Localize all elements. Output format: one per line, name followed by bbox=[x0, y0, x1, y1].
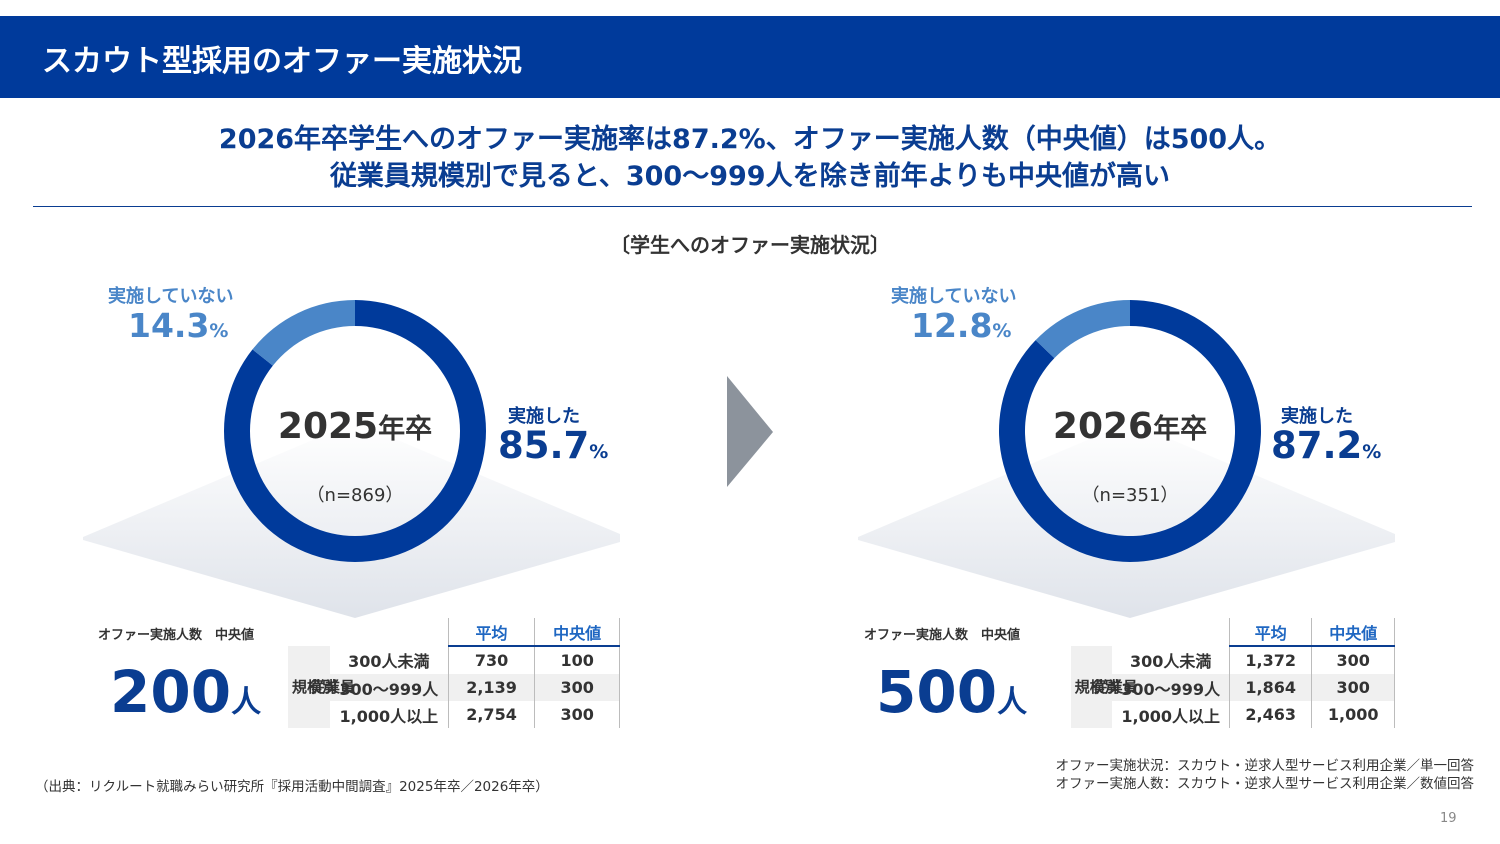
row-average: 2,754 bbox=[447, 701, 535, 728]
row-median: 300 bbox=[1311, 674, 1395, 701]
arrow-right-icon bbox=[727, 376, 773, 487]
median-label: オファー実施人数 中央値 bbox=[864, 628, 1021, 643]
headline-line-1: 2026年卒学生へのオファー実施率は87.2%、オファー実施人数（中央値）は50… bbox=[218, 124, 1282, 155]
median-label: オファー実施人数 中央値 bbox=[98, 628, 255, 643]
median-value: 200人 bbox=[110, 658, 262, 726]
row-label: 1,000人以上 bbox=[339, 706, 439, 726]
not-implemented-value: 12.8% bbox=[911, 306, 1012, 345]
row-median: 300 bbox=[534, 701, 620, 728]
footnotes: オファー実施状況：スカウト・逆求人型サービス利用企業／単一回答 オファー実施人数… bbox=[1056, 757, 1475, 793]
group-label: 規模別 従業員 bbox=[1071, 646, 1138, 728]
donut-chart bbox=[999, 300, 1261, 562]
footnote-line: オファー実施状況：スカウト・逆求人型サービス利用企業／単一回答 bbox=[1055, 758, 1475, 774]
header-median: 中央値 bbox=[534, 618, 620, 647]
sample-size: （n=351） bbox=[1081, 485, 1179, 506]
header-average: 平均 bbox=[447, 618, 535, 647]
panel-2025: 実施していない 14.3% 実施した 85.7% 2025年卒 （n=869） … bbox=[0, 262, 620, 752]
headline-line-2: 従業員規模別で見ると、300〜999人を除き前年よりも中央値が高い bbox=[329, 161, 1171, 192]
stats-table: 平均 中央値 規模別 従業員 300人未満 1,372 300 300〜999人… bbox=[1071, 618, 1395, 728]
panel-2026: 実施していない 12.8% 実施した 87.2% 2026年卒 （n=351） … bbox=[775, 262, 1395, 752]
row-median: 300 bbox=[534, 674, 620, 701]
page-title: スカウト型採用のオファー実施状況 bbox=[42, 44, 522, 79]
not-implemented-label: 実施していない bbox=[108, 286, 234, 307]
row-label: 1,000人以上 bbox=[1121, 706, 1220, 726]
implemented-value: 85.7% bbox=[498, 424, 609, 467]
center-year-label: 2026年卒 bbox=[1052, 406, 1208, 447]
row-label: 300〜999人 bbox=[329, 674, 449, 701]
implemented-label: 実施した bbox=[1281, 406, 1353, 427]
header-median: 中央値 bbox=[1311, 618, 1395, 647]
row-average: 2,139 bbox=[447, 674, 535, 701]
stats-table: 平均 中央値 規模別 従業員 300人未満 730 100 300〜999人 2… bbox=[288, 618, 620, 728]
row-median: 100 bbox=[534, 646, 620, 674]
not-implemented-value: 14.3% bbox=[128, 306, 229, 345]
page-number: 19 bbox=[1440, 811, 1457, 826]
footnote-line: オファー実施人数：スカウト・逆求人型サービス利用企業／数値回答 bbox=[1055, 776, 1475, 792]
row-average: 730 bbox=[447, 646, 535, 674]
fan-backdrop bbox=[83, 422, 620, 618]
source-citation: （出典：リクルート就職みらい研究所『採用活動中間調査』2025年卒／2026年卒… bbox=[35, 779, 549, 795]
row-median: 1,000 bbox=[1311, 701, 1395, 728]
not-implemented-label: 実施していない bbox=[891, 286, 1017, 307]
row-label: 300人未満 bbox=[348, 652, 430, 671]
fan-backdrop bbox=[858, 422, 1395, 618]
row-label: 300人未満 bbox=[1129, 652, 1212, 671]
center-year-label: 2025年卒 bbox=[277, 406, 433, 447]
row-median: 300 bbox=[1311, 646, 1395, 674]
header-bar: スカウト型採用のオファー実施状況 bbox=[0, 16, 1500, 98]
header-average: 平均 bbox=[1228, 618, 1312, 647]
row-label: 300〜999人 bbox=[1112, 674, 1230, 701]
row-average: 1,372 bbox=[1228, 646, 1312, 674]
median-value: 500人 bbox=[876, 658, 1028, 726]
row-average: 1,864 bbox=[1228, 674, 1312, 701]
section-title: 〔学生へのオファー実施状況〕 bbox=[610, 233, 890, 257]
implemented-label: 実施した bbox=[508, 406, 580, 427]
sample-size: （n=869） bbox=[306, 485, 404, 506]
donut-segment-not-implemented bbox=[252, 300, 355, 366]
donut-chart bbox=[224, 300, 487, 562]
donut-segment-not-implemented bbox=[1035, 300, 1130, 359]
divider bbox=[33, 206, 1472, 207]
implemented-value: 87.2% bbox=[1271, 424, 1382, 467]
row-average: 2,463 bbox=[1228, 701, 1312, 728]
group-label: 規模別 従業員 bbox=[288, 646, 355, 728]
